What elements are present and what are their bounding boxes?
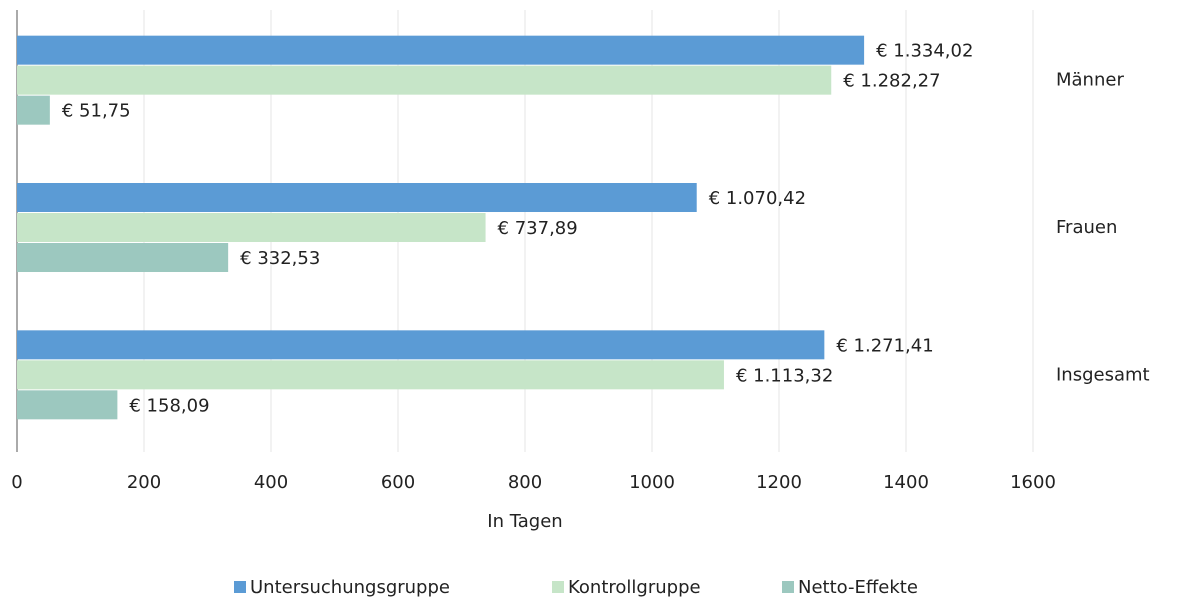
bar: [17, 65, 832, 95]
legend-label: Kontrollgruppe: [568, 577, 701, 598]
x-tick-label: 0: [11, 472, 22, 493]
x-tick-label: 200: [127, 472, 161, 493]
value-label: € 1.113,32: [736, 365, 833, 386]
bar: [17, 330, 825, 360]
bar: [17, 183, 697, 212]
category-label: Insgesamt: [1056, 364, 1150, 385]
value-label: € 332,53: [240, 248, 320, 269]
bar: [17, 243, 229, 272]
x-tick-label: 800: [508, 472, 542, 493]
x-tick-label: 400: [254, 472, 288, 493]
legend-swatch: [552, 581, 564, 593]
category-label: Männer: [1056, 70, 1124, 91]
x-tick-label: 1200: [756, 472, 802, 493]
value-label: € 1.334,02: [876, 41, 973, 62]
bar: [17, 35, 865, 65]
value-label: € 1.271,41: [836, 335, 933, 356]
x-tick-label: 1600: [1010, 472, 1056, 493]
bar: [17, 360, 724, 390]
legend-swatch: [234, 581, 246, 593]
value-label: € 1.282,27: [843, 71, 940, 92]
x-tick-label: 1400: [883, 472, 929, 493]
value-label: € 158,09: [129, 395, 209, 416]
x-tick-label: 600: [381, 472, 415, 493]
value-label: € 1.070,42: [709, 188, 806, 209]
value-label: € 51,75: [62, 101, 131, 122]
bar: [17, 390, 118, 420]
category-label: Frauen: [1056, 217, 1117, 238]
x-axis-title: In Tagen: [487, 511, 562, 532]
legend-swatch: [782, 581, 794, 593]
x-tick-label: 1000: [629, 472, 675, 493]
bar: [17, 95, 50, 125]
value-label: € 737,89: [498, 218, 578, 239]
legend-label: Untersuchungsgruppe: [250, 577, 450, 598]
bar: [17, 213, 486, 242]
legend-label: Netto-Effekte: [798, 577, 918, 598]
